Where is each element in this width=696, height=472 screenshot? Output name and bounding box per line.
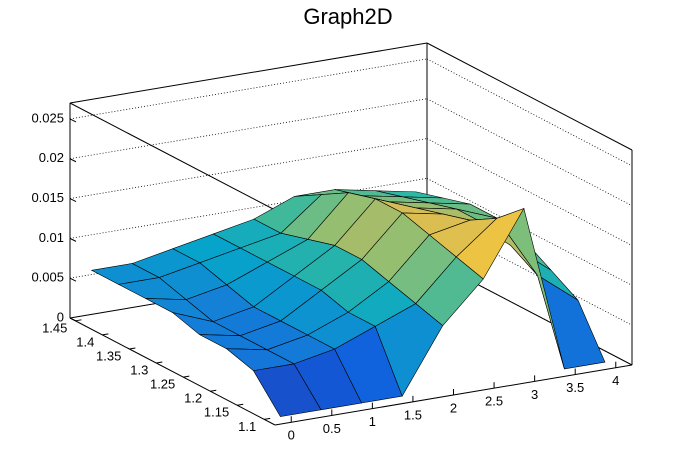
grid-line bbox=[69, 138, 428, 199]
grid-line bbox=[69, 257, 428, 319]
x-tick-label: 3.5 bbox=[566, 380, 584, 395]
z-tick bbox=[69, 118, 77, 123]
y-tick-label: 1.2 bbox=[184, 391, 202, 406]
axis-edge bbox=[69, 42, 428, 104]
x-tick-label: 3 bbox=[531, 387, 538, 402]
grid-line bbox=[69, 98, 428, 160]
grid-line bbox=[426, 178, 633, 286]
chart-title: Graph2D bbox=[303, 4, 392, 29]
y-tick bbox=[156, 361, 163, 364]
z-tick-label: 0.02 bbox=[39, 150, 64, 165]
y-tick bbox=[102, 333, 109, 336]
x-tick-label: 0.5 bbox=[323, 421, 341, 436]
z-tick bbox=[69, 158, 77, 163]
x-tick-label: 4 bbox=[612, 373, 619, 388]
y-tick-label: 1.25 bbox=[150, 377, 175, 392]
y-tick-label: 1.1 bbox=[238, 419, 256, 434]
grid-line bbox=[426, 138, 633, 246]
z-tick-label: 0.005 bbox=[31, 270, 64, 285]
z-tick-label: 0 bbox=[57, 309, 64, 324]
grid-line bbox=[426, 217, 633, 326]
z-tick-label: 0.015 bbox=[31, 190, 64, 205]
y-tick-label: 1.35 bbox=[96, 348, 121, 363]
x-tick-label: 2 bbox=[450, 400, 457, 415]
z-tick bbox=[69, 198, 77, 203]
z-tick-label: 0.01 bbox=[39, 230, 64, 245]
y-tick-label: 1.15 bbox=[204, 405, 229, 420]
y-tick-label: 1.45 bbox=[42, 320, 67, 335]
z-tick bbox=[69, 237, 77, 242]
grid-line bbox=[69, 177, 428, 239]
x-tick-label: 1.5 bbox=[404, 407, 422, 422]
axis-edge bbox=[69, 317, 276, 426]
y-tick-label: 1.3 bbox=[130, 362, 148, 377]
z-tick bbox=[69, 317, 77, 322]
surface-cell bbox=[252, 363, 322, 417]
grid-line bbox=[426, 58, 633, 167]
y-tick-label: 1.4 bbox=[76, 334, 94, 349]
y-tick bbox=[129, 347, 136, 350]
axis-edge bbox=[426, 42, 633, 151]
y-tick bbox=[210, 389, 217, 392]
grid-line bbox=[426, 98, 633, 207]
y-tick bbox=[237, 403, 244, 406]
z-tick-label: 0.025 bbox=[31, 110, 64, 125]
grid-line bbox=[69, 58, 428, 120]
x-tick-label: 1 bbox=[369, 414, 376, 429]
axis-edge bbox=[69, 102, 276, 211]
x-tick-label: 0 bbox=[288, 428, 295, 443]
y-tick bbox=[183, 375, 190, 378]
y-tick bbox=[264, 417, 271, 420]
x-tick-label: 2.5 bbox=[485, 394, 503, 409]
z-tick bbox=[69, 277, 77, 282]
y-tick bbox=[75, 319, 82, 322]
